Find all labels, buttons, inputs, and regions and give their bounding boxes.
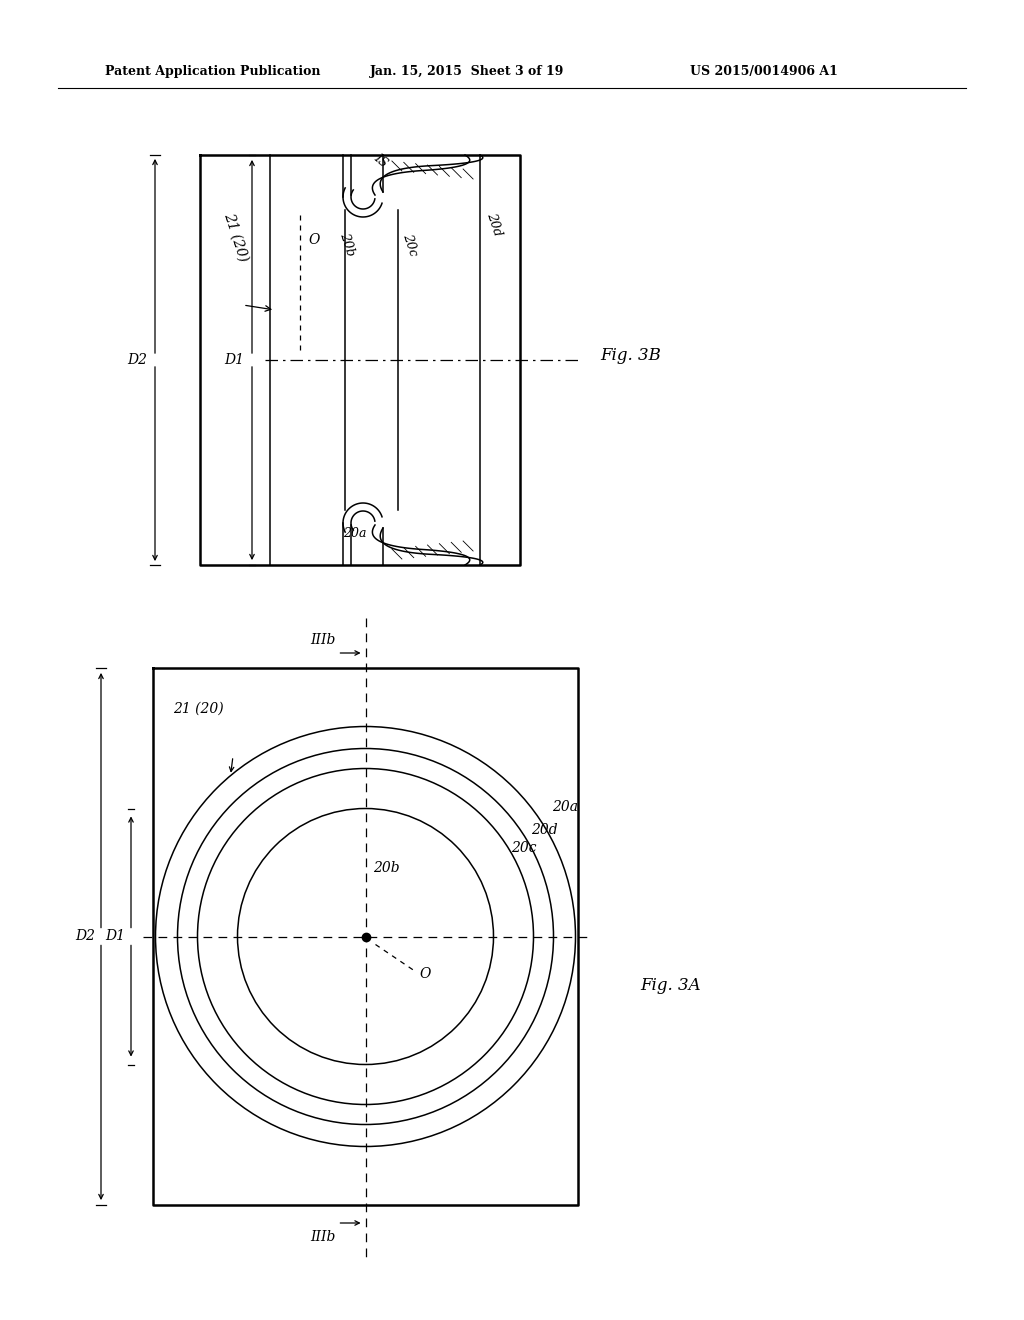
Text: IIIb: IIIb bbox=[310, 1230, 336, 1243]
Text: Fig. 3B: Fig. 3B bbox=[600, 347, 660, 364]
Text: 20a: 20a bbox=[343, 527, 367, 540]
Text: 21 (20): 21 (20) bbox=[173, 702, 223, 715]
Text: D2: D2 bbox=[75, 929, 95, 944]
Text: 20d: 20d bbox=[531, 822, 558, 837]
Text: Patent Application Publication: Patent Application Publication bbox=[105, 66, 321, 78]
Text: 20b: 20b bbox=[337, 231, 356, 257]
Text: 20a: 20a bbox=[553, 800, 579, 814]
Text: D1: D1 bbox=[224, 352, 244, 367]
Text: O: O bbox=[420, 968, 431, 982]
Text: IIIb: IIIb bbox=[310, 634, 336, 647]
Text: 21 (20): 21 (20) bbox=[221, 210, 250, 263]
Text: IS: IS bbox=[371, 152, 390, 170]
Text: D1: D1 bbox=[105, 929, 125, 944]
Text: 20c: 20c bbox=[511, 841, 537, 855]
Text: O: O bbox=[308, 234, 319, 247]
Text: D2: D2 bbox=[127, 352, 147, 367]
Text: Jan. 15, 2015  Sheet 3 of 19: Jan. 15, 2015 Sheet 3 of 19 bbox=[370, 66, 564, 78]
Text: US 2015/0014906 A1: US 2015/0014906 A1 bbox=[690, 66, 838, 78]
Text: 20c: 20c bbox=[400, 232, 420, 257]
Text: 20b: 20b bbox=[374, 862, 400, 875]
Text: 20d: 20d bbox=[484, 211, 504, 238]
Text: Fig. 3A: Fig. 3A bbox=[640, 977, 700, 994]
